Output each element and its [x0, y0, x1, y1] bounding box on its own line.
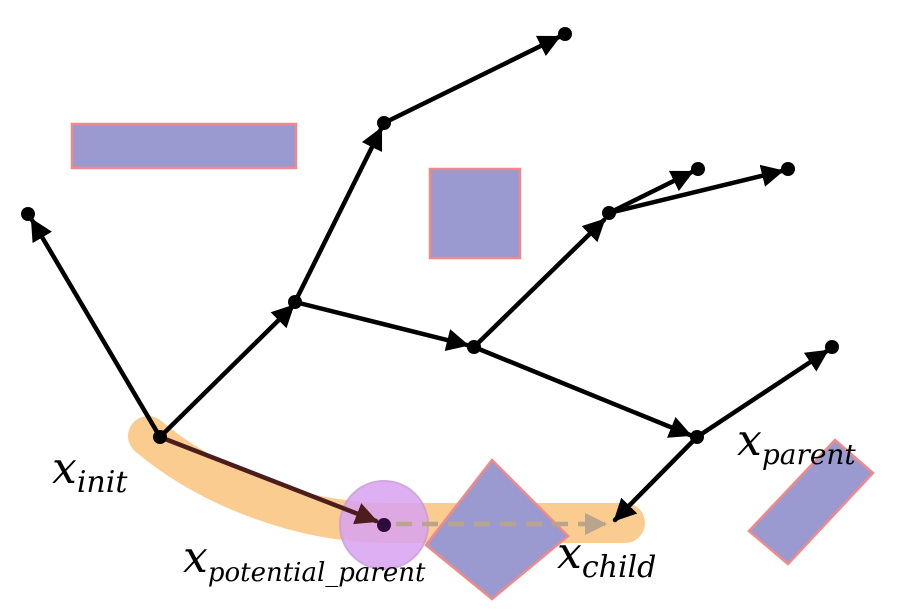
- edge-a-to-c: [292, 299, 470, 352]
- node-potential-parent: [377, 518, 391, 532]
- node-b: [377, 116, 391, 130]
- obstacle-diamond: [424, 458, 570, 601]
- node-e: [691, 162, 705, 176]
- edge-c-to-d: [471, 217, 607, 350]
- edge-a-to-b: [292, 126, 384, 305]
- node-f: [781, 162, 795, 176]
- edge-b-to-top: [381, 34, 562, 126]
- label-x-parent: xparent: [737, 415, 856, 471]
- label-x-child: xchild: [557, 528, 656, 585]
- edge-init-to-potential-parent: [157, 434, 379, 525]
- edge-parent-to-child: [612, 434, 700, 523]
- node-d: [602, 206, 616, 220]
- edge-c-to-parent: [471, 344, 693, 438]
- edge-init-to-node-a: [157, 303, 296, 440]
- edge-parent-to-g: [694, 348, 830, 440]
- tree-edges: [29, 34, 830, 523]
- label-x-potential-parent: xpotential_parent: [183, 532, 426, 588]
- edge-d-to-e: [606, 169, 695, 216]
- node-c: [467, 340, 481, 354]
- node-top: [558, 27, 572, 41]
- node-parent: [690, 430, 704, 444]
- edge-d-to-f: [606, 164, 785, 216]
- node-a: [288, 295, 302, 309]
- label-x-init: xinit: [52, 443, 128, 500]
- tree-nodes: [21, 27, 839, 444]
- edge-init-to-upper-left: [29, 217, 163, 440]
- obstacle-square-center: [428, 167, 522, 260]
- node-init: [153, 430, 167, 444]
- obstacle-rect-top-left: [70, 122, 298, 170]
- obstacle-rotated-rect-right: [747, 438, 875, 566]
- node-upper-left: [21, 207, 35, 221]
- node-g: [825, 340, 839, 354]
